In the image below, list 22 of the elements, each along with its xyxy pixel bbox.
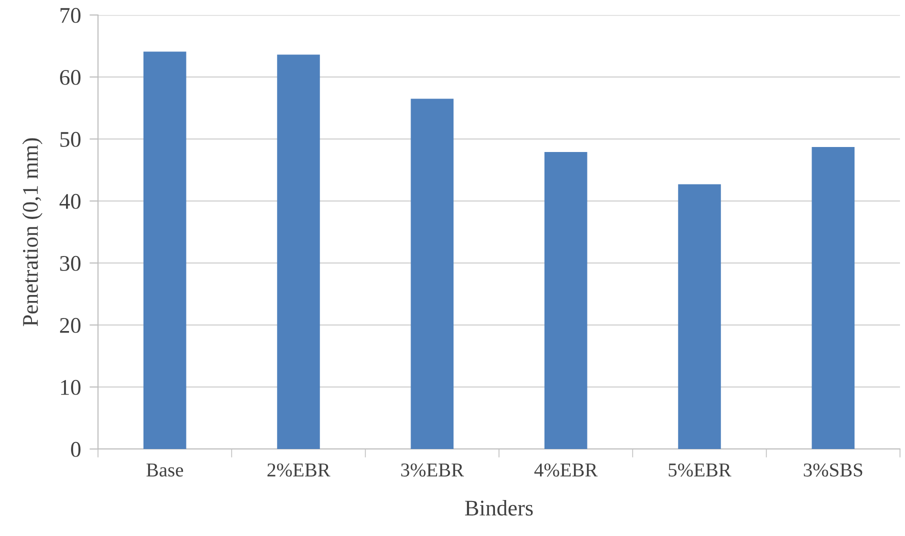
- y-tick-label: 70: [60, 8, 80, 23]
- x-tick-label: 4%EBR: [534, 463, 598, 477]
- y-tick-label: 50: [60, 132, 80, 147]
- bar: [410, 98, 454, 449]
- x-tick-label: 3%EBR: [401, 463, 464, 477]
- bar: [143, 52, 186, 449]
- y-tick-label: 60: [60, 70, 80, 85]
- bar: [277, 54, 320, 449]
- y-tick-label: 30: [60, 256, 80, 271]
- x-tick-label: 2%EBR: [267, 463, 330, 477]
- y-tick-label: 0: [71, 442, 80, 457]
- bar: [544, 152, 588, 449]
- y-tick-label: 40: [60, 194, 80, 209]
- bar: [812, 147, 855, 449]
- y-tick-label: 20: [60, 318, 80, 333]
- bar: [678, 184, 721, 449]
- x-tick-label: 3%SBS: [804, 463, 862, 477]
- x-tick-label: Base: [146, 464, 184, 477]
- y-tick-label: 10: [61, 380, 80, 395]
- y-axis-title: Penetration (0,1 mm): [22, 138, 42, 326]
- x-axis-title: Binders: [465, 500, 533, 516]
- x-tick-label: 5%EBR: [668, 463, 732, 477]
